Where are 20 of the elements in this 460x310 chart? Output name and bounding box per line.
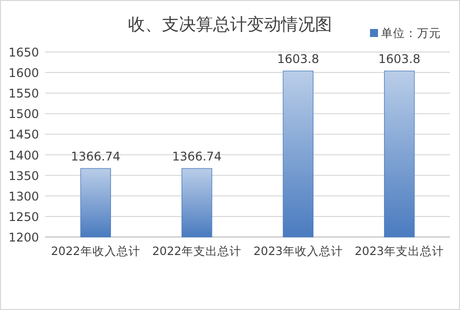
data-label: 1366.74 bbox=[172, 149, 222, 164]
y-tick-label: 1600 bbox=[8, 66, 39, 80]
data-label: 1603.8 bbox=[277, 52, 320, 66]
x-tick-label: 2023年收入总计 bbox=[253, 244, 343, 258]
chart-title: 收、支决算总计变动情况图 bbox=[128, 15, 332, 35]
y-tick-label: 1250 bbox=[8, 210, 39, 224]
data-label: 1603.8 bbox=[378, 52, 420, 66]
x-tick-label: 2023年支出总计 bbox=[354, 244, 444, 258]
y-tick-label: 1350 bbox=[8, 168, 39, 183]
data-label: 1366.74 bbox=[70, 149, 120, 164]
y-tick-label: 1450 bbox=[8, 128, 39, 142]
y-tick-label: 1500 bbox=[8, 107, 39, 122]
x-tick-label: 2022年支出总计 bbox=[152, 244, 242, 258]
legend-label: 单位：万元 bbox=[381, 26, 441, 40]
y-tick-label: 1650 bbox=[8, 46, 39, 60]
y-tick-label: 1550 bbox=[8, 86, 39, 101]
y-tick-label: 1300 bbox=[8, 189, 39, 204]
x-tick-label: 2022年收入总计 bbox=[50, 244, 140, 258]
y-tick-label: 1200 bbox=[8, 230, 39, 244]
y-tick-label: 1400 bbox=[8, 148, 39, 162]
